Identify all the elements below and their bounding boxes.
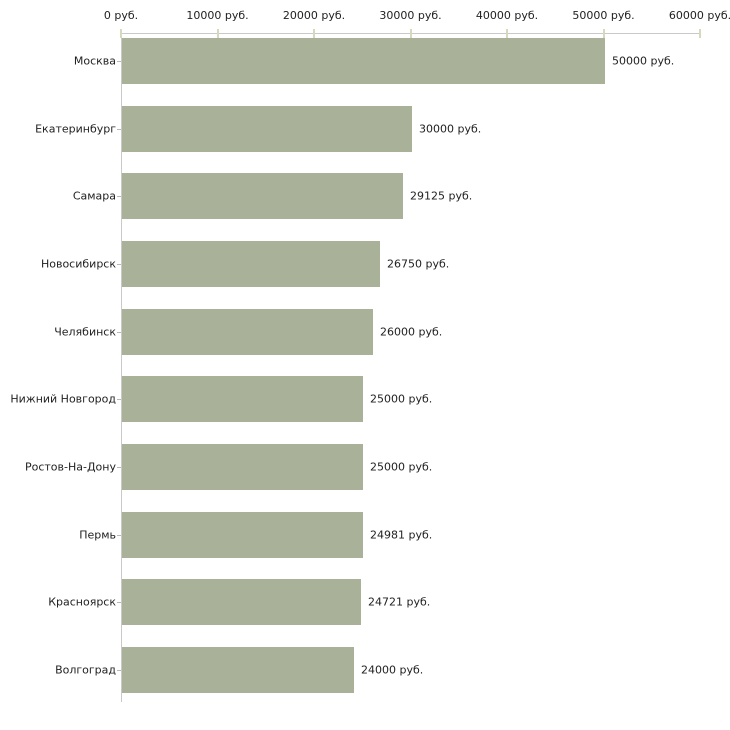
x-axis-tick-mark (602, 29, 605, 38)
bar-value-label: 50000 руб. (612, 54, 675, 68)
bar-value-label: 24981 руб. (370, 528, 433, 542)
bar-value-label: 30000 руб. (419, 122, 482, 136)
x-axis-tick-label: 10000 руб. (186, 9, 249, 22)
y-axis-tick-mark (117, 602, 121, 604)
category-label: Красноярск (48, 595, 116, 609)
category-label: Челябинск (54, 325, 116, 339)
category-label: Пермь (79, 528, 116, 542)
x-axis-tick-label: 60000 руб. (668, 9, 730, 22)
y-axis-tick-mark (117, 466, 121, 468)
x-axis-tick-label: 0 руб. (103, 9, 139, 22)
category-label: Волгоград (55, 663, 116, 677)
y-axis-tick-mark (117, 263, 121, 265)
y-axis-tick-mark (117, 399, 121, 401)
bar (122, 444, 363, 490)
bar (122, 309, 373, 355)
bar-value-label: 26000 руб. (380, 325, 443, 339)
y-axis-tick-mark (117, 128, 121, 130)
bar-value-label: 29125 руб. (410, 189, 473, 203)
y-axis-tick-mark (117, 669, 121, 671)
y-axis-line (121, 33, 122, 702)
bar (122, 579, 361, 625)
category-label: Ростов-На-Дону (24, 460, 116, 474)
category-label: Екатеринбург (35, 122, 116, 136)
x-axis-tick-mark (313, 29, 315, 38)
bar-value-label: 25000 руб. (370, 392, 433, 406)
category-label: Нижний Новгород (10, 392, 116, 406)
bar-value-label: 25000 руб. (370, 460, 433, 474)
y-axis-tick-mark (117, 534, 121, 536)
bar (122, 647, 354, 693)
bar (122, 512, 363, 558)
x-axis-tick-mark (699, 29, 701, 38)
bar (122, 376, 363, 422)
category-label: Новосибирск (40, 257, 116, 271)
x-axis-tick-mark (506, 29, 508, 38)
bar-value-label: 24000 руб. (361, 663, 424, 677)
x-axis-tick-label: 30000 руб. (379, 9, 442, 22)
bar-value-label: 24721 руб. (368, 595, 431, 609)
bar (122, 38, 605, 84)
bar (122, 173, 403, 219)
bar (122, 106, 412, 152)
x-axis-tick-mark (120, 29, 122, 38)
bar-value-label: 26750 руб. (387, 257, 450, 271)
y-axis-tick-mark (117, 61, 121, 62)
y-axis-tick-mark (117, 196, 121, 198)
y-axis-tick-mark (117, 331, 121, 333)
x-axis-tick-mark (409, 29, 412, 38)
x-axis-tick-label: 40000 руб. (475, 9, 539, 22)
x-axis-tick-mark (216, 29, 219, 38)
bar (122, 241, 380, 287)
category-label: Москва (73, 54, 116, 68)
x-axis-tick-label: 20000 руб. (282, 9, 346, 22)
category-label: Самара (72, 189, 116, 203)
x-axis-tick-label: 50000 руб. (572, 9, 635, 22)
